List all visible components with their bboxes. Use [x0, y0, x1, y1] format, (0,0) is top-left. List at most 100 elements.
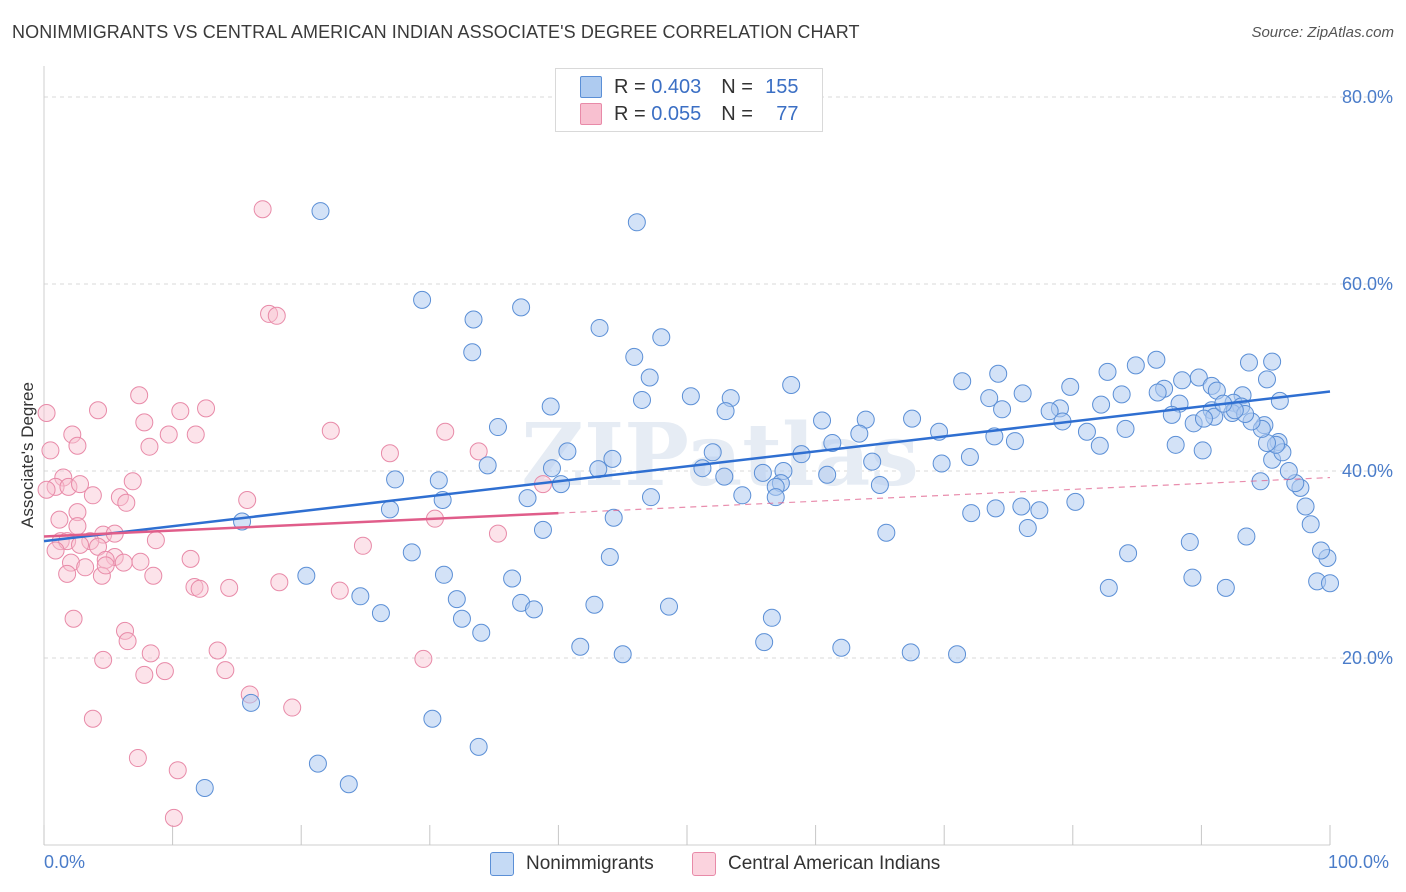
source-label: Source: ZipAtlas.com	[1251, 24, 1394, 41]
x-tick-min: 0.0%	[44, 852, 86, 872]
data-point-central-american-indians	[141, 644, 160, 663]
data-point-nonimmigrants	[1099, 578, 1118, 597]
series-nonimmigrants	[195, 202, 1339, 797]
data-point-central-american-indians	[50, 510, 69, 529]
data-point-central-american-indians	[270, 573, 289, 592]
legend-r-label: R =	[614, 75, 646, 98]
data-point-nonimmigrants	[434, 565, 453, 584]
data-point-nonimmigrants	[818, 465, 837, 484]
data-point-nonimmigrants	[371, 604, 390, 623]
data-point-central-american-indians	[64, 609, 83, 628]
data-point-nonimmigrants	[524, 600, 543, 619]
data-point-central-american-indians	[171, 402, 190, 421]
data-point-central-american-indians	[71, 535, 90, 554]
data-point-nonimmigrants	[600, 548, 619, 567]
data-point-nonimmigrants	[603, 449, 622, 468]
data-point-nonimmigrants	[1193, 441, 1212, 460]
trend-line-extension-central-american-indians	[558, 476, 1331, 514]
data-point-nonimmigrants	[870, 476, 889, 495]
data-point-central-american-indians	[71, 475, 90, 494]
x-tick-max: 100.0%	[1328, 852, 1390, 872]
data-point-central-american-indians	[321, 421, 340, 440]
data-point-nonimmigrants	[627, 213, 646, 232]
data-point-nonimmigrants	[1061, 377, 1080, 396]
data-point-central-american-indians	[168, 761, 187, 780]
data-point-central-american-indians	[159, 425, 178, 444]
data-point-nonimmigrants	[632, 390, 651, 409]
data-point-nonimmigrants	[1321, 574, 1339, 593]
data-point-central-american-indians	[68, 503, 87, 522]
data-point-central-american-indians	[63, 425, 82, 444]
data-point-nonimmigrants	[585, 595, 604, 614]
data-point-nonimmigrants	[472, 623, 491, 642]
data-point-central-american-indians	[260, 304, 279, 323]
data-point-nonimmigrants	[693, 459, 712, 478]
data-point-nonimmigrants	[1013, 384, 1032, 403]
data-point-central-american-indians	[140, 437, 159, 456]
legend-r-value: 0.403	[651, 75, 702, 98]
data-point-central-american-indians	[96, 556, 115, 575]
legend-n-label: N =	[721, 75, 753, 98]
data-point-nonimmigrants	[1147, 350, 1166, 369]
data-point-nonimmigrants	[1077, 422, 1096, 441]
legend-swatch-nonimmigrants	[490, 852, 514, 876]
data-point-nonimmigrants	[429, 471, 448, 490]
data-point-central-american-indians	[380, 444, 399, 463]
y-tick-label: 40.0%	[1342, 461, 1393, 481]
data-point-nonimmigrants	[542, 459, 561, 478]
data-point-nonimmigrants	[571, 637, 590, 656]
data-point-nonimmigrants	[297, 566, 316, 585]
legend-label-central-american-indians: Central American Indians	[728, 853, 941, 874]
data-point-nonimmigrants	[659, 597, 678, 616]
data-point-nonimmigrants	[380, 500, 399, 519]
data-point-nonimmigrants	[1311, 541, 1330, 560]
data-point-nonimmigrants	[478, 456, 497, 475]
data-point-central-american-indians	[190, 579, 209, 598]
data-point-nonimmigrants	[1166, 435, 1185, 454]
data-point-nonimmigrants	[512, 298, 531, 317]
data-point-nonimmigrants	[1263, 352, 1282, 371]
data-point-nonimmigrants	[782, 375, 801, 394]
data-point-nonimmigrants	[604, 508, 623, 527]
data-point-central-american-indians	[330, 581, 349, 600]
data-point-nonimmigrants	[932, 454, 951, 473]
legend-row-central-american-indians: R = 0.055 N = 77	[580, 102, 799, 126]
data-point-central-american-indians	[155, 662, 174, 681]
data-point-central-american-indians	[58, 564, 77, 583]
data-point-central-american-indians	[208, 641, 227, 660]
legend-swatch-central-american-indians	[692, 852, 716, 876]
legend-n-value: 155	[765, 75, 799, 98]
data-point-nonimmigrants	[953, 372, 972, 391]
data-point-nonimmigrants	[308, 754, 327, 773]
data-point-nonimmigrants	[1030, 501, 1049, 520]
data-point-nonimmigrants	[1239, 353, 1258, 372]
legend-r-value: 0.055	[651, 102, 702, 125]
trend-line-nonimmigrants	[43, 390, 1331, 543]
data-point-nonimmigrants	[423, 709, 442, 728]
chart-title: NONIMMIGRANTS VS CENTRAL AMERICAN INDIAN…	[12, 22, 860, 42]
data-point-nonimmigrants	[613, 645, 632, 664]
data-point-nonimmigrants	[1279, 462, 1298, 480]
data-point-central-american-indians	[181, 549, 200, 568]
data-point-nonimmigrants	[962, 504, 981, 523]
data-point-nonimmigrants	[989, 364, 1008, 383]
data-point-central-american-indians	[37, 404, 56, 423]
data-point-nonimmigrants	[351, 587, 370, 606]
data-point-nonimmigrants	[533, 520, 552, 539]
data-point-central-american-indians	[436, 422, 455, 441]
data-point-nonimmigrants	[1194, 409, 1213, 428]
data-point-nonimmigrants	[980, 389, 999, 408]
data-point-nonimmigrants	[311, 202, 330, 221]
data-point-nonimmigrants	[1183, 568, 1202, 587]
data-point-central-american-indians	[46, 541, 65, 560]
data-point-nonimmigrants	[1040, 402, 1059, 421]
data-point-nonimmigrants	[863, 452, 882, 471]
legend-swatch-pink	[580, 103, 602, 125]
data-point-nonimmigrants	[488, 418, 507, 437]
data-point-nonimmigrants	[463, 343, 482, 362]
data-point-nonimmigrants	[1270, 391, 1289, 410]
data-point-central-american-indians	[146, 531, 165, 550]
data-point-nonimmigrants	[1018, 519, 1037, 538]
series-legend: Nonimmigrants Central American Indians	[0, 852, 1406, 878]
